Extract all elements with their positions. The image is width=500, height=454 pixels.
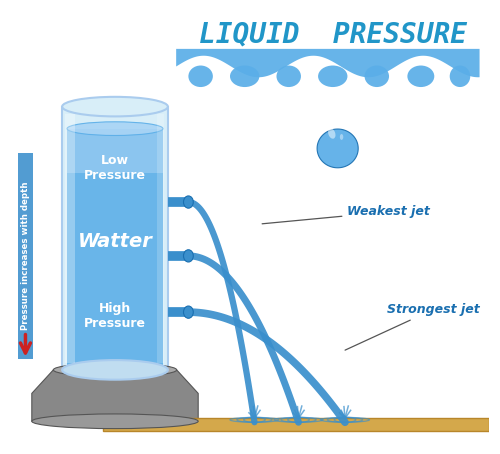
- Ellipse shape: [32, 414, 198, 429]
- Polygon shape: [32, 370, 198, 421]
- Ellipse shape: [62, 97, 168, 116]
- FancyBboxPatch shape: [65, 114, 75, 363]
- Ellipse shape: [54, 363, 176, 377]
- Ellipse shape: [328, 128, 336, 139]
- FancyBboxPatch shape: [18, 153, 34, 359]
- Text: High
Pressure: High Pressure: [84, 302, 146, 330]
- Polygon shape: [176, 49, 480, 77]
- FancyBboxPatch shape: [157, 114, 164, 363]
- Ellipse shape: [67, 122, 163, 135]
- Text: Watter: Watter: [78, 232, 152, 251]
- Ellipse shape: [184, 196, 194, 208]
- FancyBboxPatch shape: [67, 128, 163, 173]
- FancyBboxPatch shape: [62, 107, 168, 370]
- Ellipse shape: [340, 134, 344, 140]
- Ellipse shape: [408, 65, 434, 87]
- Ellipse shape: [184, 306, 194, 318]
- Polygon shape: [317, 129, 358, 168]
- Ellipse shape: [276, 65, 301, 87]
- Ellipse shape: [62, 360, 168, 380]
- FancyBboxPatch shape: [103, 418, 490, 431]
- Ellipse shape: [184, 250, 194, 262]
- Ellipse shape: [364, 65, 389, 87]
- Ellipse shape: [230, 65, 260, 87]
- FancyBboxPatch shape: [67, 128, 163, 370]
- Text: Strongest jet: Strongest jet: [345, 303, 480, 350]
- Ellipse shape: [450, 65, 470, 87]
- Ellipse shape: [188, 65, 213, 87]
- Text: LIQUID  PRESSURE: LIQUID PRESSURE: [199, 21, 467, 49]
- Ellipse shape: [318, 65, 348, 87]
- Text: Pressure increases with depth: Pressure increases with depth: [21, 182, 30, 330]
- Text: Weakest jet: Weakest jet: [262, 205, 430, 224]
- Text: Low
Pressure: Low Pressure: [84, 154, 146, 182]
